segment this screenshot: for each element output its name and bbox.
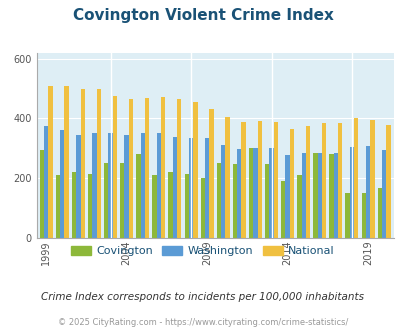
Bar [285, 155, 289, 238]
Bar [349, 147, 353, 238]
Bar [337, 123, 341, 238]
Bar [60, 130, 64, 238]
Bar [216, 163, 220, 238]
Bar [273, 122, 277, 238]
Bar [96, 88, 101, 238]
Bar [220, 145, 225, 238]
Bar [200, 178, 205, 238]
Bar [40, 150, 44, 238]
Bar [120, 163, 124, 238]
Bar [328, 154, 333, 238]
Bar [232, 164, 237, 238]
Bar [305, 126, 309, 238]
Bar [124, 135, 128, 238]
Bar [108, 133, 113, 238]
Bar [209, 110, 213, 238]
Bar [205, 138, 209, 238]
Bar [168, 172, 173, 238]
Bar [104, 163, 108, 238]
Bar [333, 153, 337, 238]
Bar [296, 175, 301, 238]
Bar [369, 120, 374, 238]
Bar [253, 148, 257, 238]
Bar [361, 193, 365, 238]
Bar [289, 129, 293, 238]
Legend: Covington, Washington, National: Covington, Washington, National [69, 244, 336, 258]
Bar [345, 193, 349, 238]
Bar [136, 154, 140, 238]
Bar [353, 118, 358, 238]
Bar [113, 96, 117, 238]
Bar [386, 125, 390, 238]
Bar [184, 174, 188, 238]
Bar [264, 164, 269, 238]
Bar [365, 146, 369, 238]
Bar [156, 133, 161, 238]
Bar [301, 153, 305, 238]
Text: Crime Index corresponds to incidents per 100,000 inhabitants: Crime Index corresponds to incidents per… [41, 292, 364, 302]
Bar [381, 150, 386, 238]
Bar [76, 135, 80, 238]
Bar [313, 153, 317, 238]
Bar [317, 153, 321, 238]
Bar [145, 97, 149, 238]
Bar [80, 88, 85, 238]
Bar [44, 126, 48, 238]
Bar [237, 149, 241, 238]
Bar [72, 172, 76, 238]
Bar [280, 181, 285, 238]
Bar [88, 174, 92, 238]
Bar [177, 99, 181, 238]
Bar [173, 137, 177, 238]
Bar [377, 188, 381, 238]
Bar [248, 148, 253, 238]
Bar [257, 121, 261, 238]
Bar [55, 175, 60, 238]
Bar [140, 133, 145, 238]
Text: © 2025 CityRating.com - https://www.cityrating.com/crime-statistics/: © 2025 CityRating.com - https://www.city… [58, 318, 347, 327]
Bar [64, 85, 68, 238]
Bar [188, 138, 193, 238]
Bar [193, 102, 197, 238]
Bar [241, 122, 245, 238]
Bar [225, 117, 229, 238]
Bar [321, 123, 326, 238]
Bar [152, 175, 156, 238]
Bar [269, 148, 273, 238]
Bar [48, 85, 53, 238]
Bar [161, 97, 165, 238]
Bar [128, 99, 133, 238]
Text: Covington Violent Crime Index: Covington Violent Crime Index [72, 8, 333, 23]
Bar [92, 133, 96, 238]
